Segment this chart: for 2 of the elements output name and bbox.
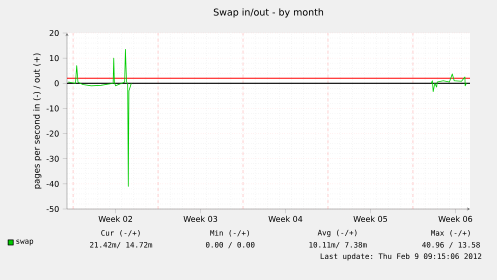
chart-title: Swap in/out - by month [214,8,324,18]
y-axis-title: pages per second in (-) / out (+) [33,53,42,188]
